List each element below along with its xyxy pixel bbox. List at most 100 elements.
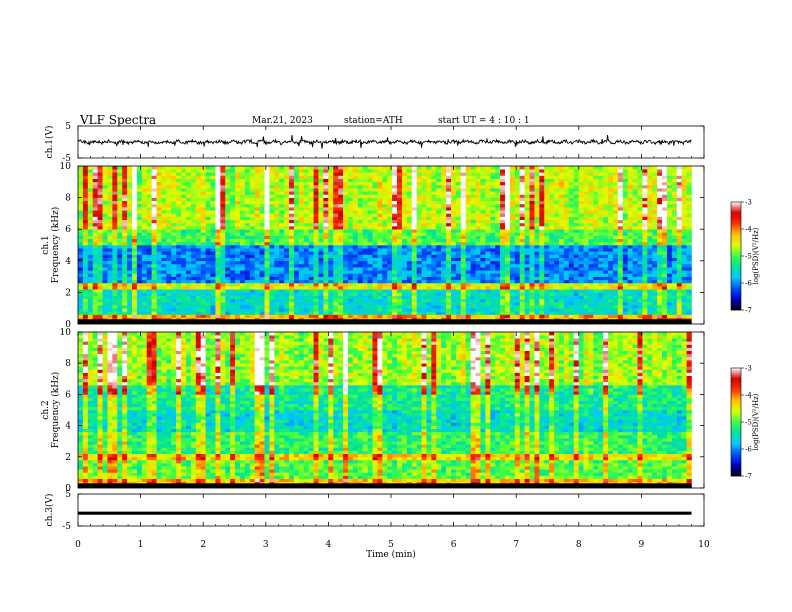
spectrogram-cell [274, 238, 280, 243]
spectrogram-cell [205, 295, 211, 300]
spectrogram-cell [195, 251, 201, 255]
spectrogram-cell [279, 301, 285, 306]
spectrogram-cell [313, 235, 319, 239]
spectrogram-cell [308, 238, 314, 243]
spectrogram-cell [662, 257, 668, 262]
spectrogram-cell [608, 254, 614, 258]
spectrogram-cell [529, 222, 535, 227]
spectrogram-cell [338, 210, 344, 214]
spectrogram-cell [676, 248, 682, 252]
spectrogram-cell [686, 267, 692, 271]
spectrogram-cell [534, 254, 540, 258]
spectrogram-cell [131, 292, 138, 296]
spectrogram-cell [573, 219, 579, 224]
spectrogram-cell [495, 279, 501, 284]
spectrogram-cell [411, 197, 417, 202]
spectrogram-cell [549, 257, 555, 262]
spectrogram-cell [598, 241, 604, 246]
spectrogram-cell [225, 213, 231, 217]
spectrogram-cell [392, 305, 398, 309]
spectrogram-cell [534, 301, 540, 306]
spectrogram-cell [347, 241, 354, 246]
spectrogram-cell [293, 245, 300, 249]
spectrogram-cell [608, 248, 614, 252]
spectrogram-cell [303, 241, 309, 246]
spectrogram-cell [568, 245, 574, 249]
spectrogram-cell [284, 229, 290, 233]
spectrogram-cell [343, 292, 349, 296]
spectrogram-cell [146, 200, 152, 205]
spectrogram-cell [176, 298, 182, 303]
spectrogram-cell [622, 305, 628, 309]
spectrogram-cell [284, 263, 290, 268]
spectrogram-cell [617, 267, 624, 271]
spectrogram-cell [92, 219, 98, 224]
spectrogram-cell [563, 248, 570, 252]
spectrogram-cell [622, 314, 628, 318]
spectrogram-cell [632, 219, 638, 224]
spectrogram-cell [455, 248, 462, 252]
spectrogram-cell [578, 245, 584, 249]
spectrogram-cell [509, 270, 516, 274]
spectrogram-cell [397, 298, 403, 303]
spectrogram-cell [657, 270, 663, 274]
spectrogram-cell [671, 238, 678, 243]
spectrogram-cell [544, 213, 550, 217]
spectrogram-cell [313, 213, 319, 217]
spectrogram-cell [112, 270, 118, 274]
spectrogram-cell [166, 311, 172, 315]
spectrogram-cell [617, 210, 624, 214]
spectrogram-cell [298, 263, 305, 268]
spectrogram-cell [451, 238, 457, 243]
spectrogram-cell [372, 289, 378, 293]
spectrogram-cell [485, 279, 491, 284]
spectrogram-cell [539, 295, 545, 300]
spectrogram-cell [382, 267, 388, 271]
spectrogram-cell [269, 245, 275, 249]
spectrogram-cell [146, 279, 152, 284]
spectrogram-cell [78, 200, 84, 205]
spectrogram-cell [426, 263, 432, 268]
spectrogram-cell [534, 267, 540, 271]
spectrogram-cell [239, 270, 246, 274]
spectrogram-cell [426, 260, 432, 265]
spectrogram-cell [215, 200, 221, 205]
spectrogram-cell [676, 257, 682, 262]
spectrogram-cell [451, 301, 457, 306]
spectrogram-cell [426, 213, 432, 217]
spectrogram-cell [200, 197, 206, 202]
spectrogram-cell [210, 210, 216, 214]
spectrogram-cell [122, 210, 128, 214]
spectrogram-cell [662, 263, 668, 268]
spectrogram-cell [156, 229, 162, 233]
spectrogram-cell [352, 301, 359, 306]
spectrogram-cell [681, 203, 687, 208]
spectrogram-cell [583, 210, 589, 214]
spectrogram-cell [446, 279, 452, 284]
spectrogram-cell [519, 200, 525, 205]
spectrogram-cell [519, 263, 525, 268]
spectrogram-cell [524, 248, 530, 252]
spectrogram-cell [200, 226, 206, 230]
spectrogram-cell [558, 235, 565, 239]
spectrogram-cell [676, 282, 682, 287]
spectrogram-cell [470, 314, 476, 318]
spectrogram-cell [239, 200, 246, 205]
spectrogram-cell [470, 273, 476, 277]
spectrogram-cell [382, 245, 388, 249]
spectrogram-cell [220, 229, 226, 233]
spectrogram-cell [195, 311, 201, 315]
spectrogram-cell [284, 200, 290, 205]
spectrogram-cell [573, 286, 579, 290]
spectrogram-cell [666, 216, 673, 221]
spectrogram-cell [583, 216, 589, 221]
spectrogram-cell [107, 289, 113, 293]
spectrogram-cell [554, 229, 560, 233]
spectrogram-cell [671, 267, 678, 271]
spectrogram-cell [87, 263, 94, 268]
spectrogram-cell [225, 254, 231, 258]
spectrogram-cell [190, 222, 197, 227]
spectrogram-cell [127, 200, 133, 205]
spectrogram-cell [176, 219, 182, 224]
spectrogram-cell [303, 298, 309, 303]
